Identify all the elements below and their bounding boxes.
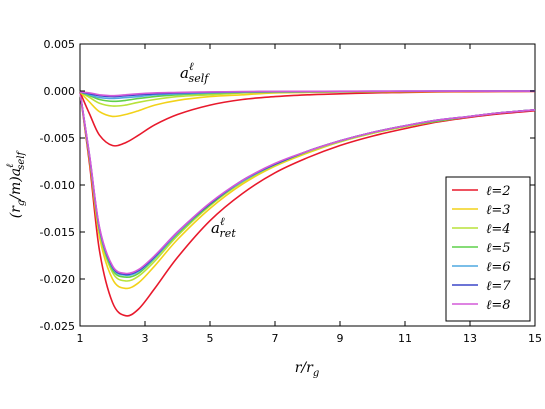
series-line-ret-l2 <box>79 91 536 317</box>
legend-label-l7: ℓ=7 <box>486 279 511 294</box>
legend: ℓ=2 ℓ=3 ℓ=4 ℓ=5 ℓ=6 ℓ=7 ℓ=8 <box>445 176 531 322</box>
legend-box <box>445 176 531 322</box>
x-tick-label: 11 <box>398 332 412 345</box>
x-tick-label: 7 <box>272 332 279 345</box>
y-tick-label: -0.025 <box>40 320 75 333</box>
y-tick-label: -0.020 <box>40 273 75 286</box>
series-line-self-l2 <box>79 90 536 147</box>
legend-label-l4: ℓ=4 <box>486 222 511 237</box>
annotation-self: aℓ self <box>180 60 210 85</box>
y-tick-label: 0.005 <box>44 38 76 51</box>
legend-label-l2: ℓ=2 <box>486 184 511 199</box>
x-tick-label: 9 <box>337 332 344 345</box>
series-line-ret-l8 <box>79 91 536 275</box>
x-tick-label: 1 <box>77 332 84 345</box>
legend-label-l5: ℓ=5 <box>486 241 511 256</box>
y-axis-label: (rg/m)aℓself <box>5 149 27 218</box>
annotation-ret: aℓ ret <box>211 215 236 240</box>
x-axis-label: r/rg <box>295 360 320 379</box>
y-tick-label: -0.010 <box>40 179 75 192</box>
y-axis: 0.005 0.000 -0.005 -0.010 -0.015 -0.020 -0.025 <box>40 38 535 333</box>
legend-label-l6: ℓ=6 <box>486 260 511 275</box>
x-tick-label: 15 <box>528 332 542 345</box>
x-axis: 1 3 5 7 9 11 13 15 <box>77 44 542 345</box>
y-tick-label: -0.015 <box>40 226 75 239</box>
y-tick-label: -0.005 <box>40 132 75 145</box>
x-tick-label: 13 <box>463 332 477 345</box>
legend-label-l8: ℓ=8 <box>486 298 511 313</box>
legend-label-l3: ℓ=3 <box>486 203 511 218</box>
series-line-self-l8 <box>79 90 535 97</box>
retarded-series-group <box>79 91 536 317</box>
self-series-group <box>79 90 536 147</box>
y-tick-label: 0.000 <box>44 85 76 98</box>
x-tick-label: 5 <box>207 332 214 345</box>
x-tick-label: 3 <box>142 332 149 345</box>
